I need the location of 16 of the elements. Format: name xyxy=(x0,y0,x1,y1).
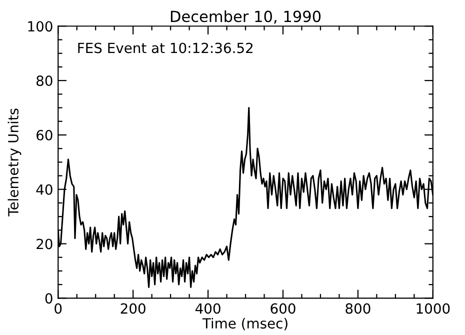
y-tick-label: 0 xyxy=(45,293,52,304)
y-tick-label: 20 xyxy=(36,238,52,250)
y-tick-label: 100 xyxy=(28,21,52,32)
annotation: FES Event at 10:12:36.52 xyxy=(78,42,253,54)
x-tick-label: 200 xyxy=(120,303,146,314)
y-tick-label: 60 xyxy=(36,130,52,140)
y-axis-title: Telemetry Units xyxy=(8,108,22,216)
y-tick-label: 80 xyxy=(36,76,52,86)
y-tick-label: 40 xyxy=(36,184,52,195)
x-axis-title: Time (msec) xyxy=(202,318,288,330)
chart-title: December 10, 1990 xyxy=(170,10,321,24)
x-tick-label: 400 xyxy=(195,303,220,314)
x-tick-label: 1000 xyxy=(416,303,450,314)
x-tick-label: 800 xyxy=(346,303,370,314)
x-tick-label: 0 xyxy=(54,303,62,314)
x-tick-label: 600 xyxy=(270,303,296,314)
